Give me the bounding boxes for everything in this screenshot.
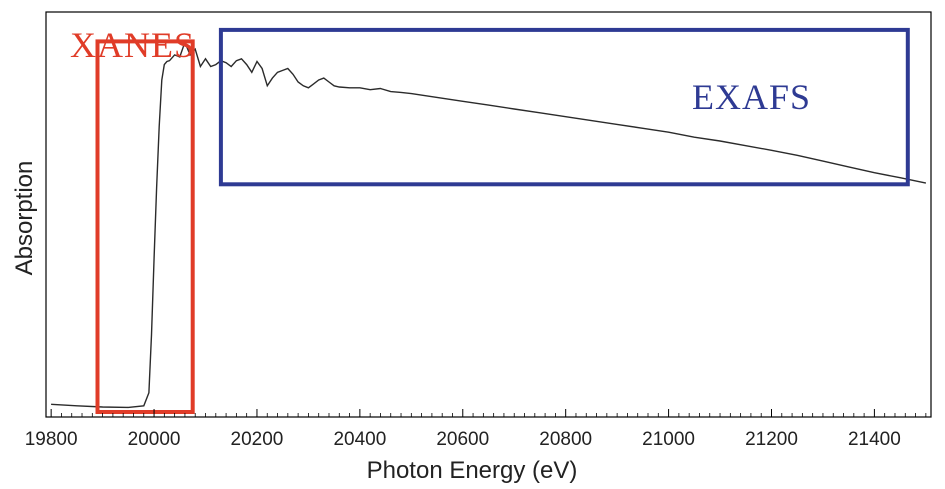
absorption-line — [51, 40, 927, 409]
exafs-region-box — [218, 27, 910, 187]
x-tick-label: 20200 — [231, 429, 284, 450]
plot-frame — [45, 11, 932, 418]
x-tick-label: 21200 — [745, 429, 798, 450]
x-tick-label: 20400 — [333, 429, 386, 450]
x-axis-ticks: 19800 20000 20200 20400 20600 20800 21000 21200… — [25, 409, 927, 450]
x-tick-label: 21000 — [642, 429, 695, 450]
exafs-label: EXAFS — [692, 77, 811, 117]
xanes-label: XANES — [70, 25, 195, 65]
y-axis-title: Absorption — [11, 161, 38, 276]
x-tick-label: 20800 — [539, 429, 592, 450]
x-tick-label: 20000 — [128, 429, 181, 450]
x-tick-label: 20600 — [436, 429, 489, 450]
x-tick-label: 19800 — [25, 429, 78, 450]
x-axis-title: Photon Energy (eV) — [367, 457, 578, 484]
xanes-region-box — [95, 39, 195, 415]
x-tick-label: 21400 — [848, 429, 901, 450]
